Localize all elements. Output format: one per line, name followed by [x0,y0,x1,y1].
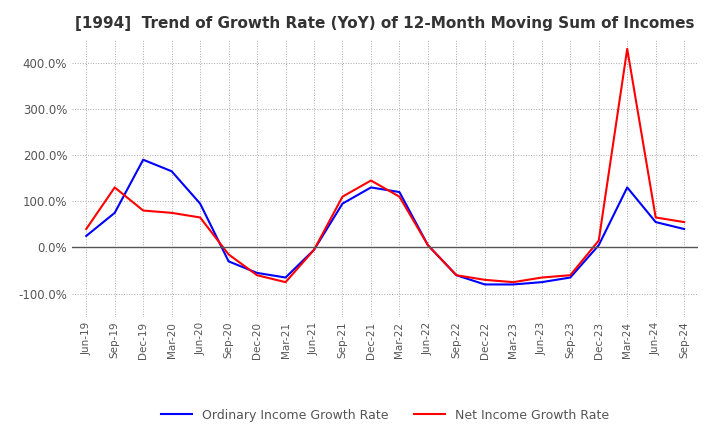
Ordinary Income Growth Rate [139,157,148,162]
Net Income Growth Rate [452,272,461,278]
Ordinary Income Growth Rate [82,233,91,238]
Ordinary Income Growth Rate [395,189,404,194]
Net Income Growth Rate [566,272,575,278]
Net Income Growth Rate [480,277,489,282]
Ordinary Income Growth Rate [452,272,461,278]
Net Income Growth Rate [680,220,688,225]
Ordinary Income Growth Rate [225,259,233,264]
Net Income Growth Rate [167,210,176,216]
Net Income Growth Rate [253,272,261,278]
Ordinary Income Growth Rate [566,275,575,280]
Net Income Growth Rate [139,208,148,213]
Net Income Growth Rate [423,242,432,248]
Ordinary Income Growth Rate [423,242,432,248]
Title: [1994]  Trend of Growth Rate (YoY) of 12-Month Moving Sum of Incomes: [1994] Trend of Growth Rate (YoY) of 12-… [76,16,695,32]
Net Income Growth Rate [623,46,631,51]
Net Income Growth Rate [537,275,546,280]
Net Income Growth Rate [509,279,518,285]
Net Income Growth Rate [366,178,375,183]
Ordinary Income Growth Rate [366,185,375,190]
Ordinary Income Growth Rate [509,282,518,287]
Ordinary Income Growth Rate [338,201,347,206]
Line: Net Income Growth Rate: Net Income Growth Rate [86,49,684,282]
Ordinary Income Growth Rate [680,226,688,231]
Net Income Growth Rate [110,185,119,190]
Ordinary Income Growth Rate [480,282,489,287]
Ordinary Income Growth Rate [110,210,119,216]
Ordinary Income Growth Rate [310,247,318,253]
Ordinary Income Growth Rate [595,242,603,248]
Net Income Growth Rate [196,215,204,220]
Net Income Growth Rate [82,226,91,231]
Net Income Growth Rate [395,194,404,199]
Ordinary Income Growth Rate [537,279,546,285]
Ordinary Income Growth Rate [282,275,290,280]
Net Income Growth Rate [652,215,660,220]
Net Income Growth Rate [282,279,290,285]
Net Income Growth Rate [225,252,233,257]
Net Income Growth Rate [338,194,347,199]
Ordinary Income Growth Rate [253,270,261,275]
Ordinary Income Growth Rate [652,220,660,225]
Ordinary Income Growth Rate [623,185,631,190]
Net Income Growth Rate [595,238,603,243]
Ordinary Income Growth Rate [196,201,204,206]
Net Income Growth Rate [310,247,318,253]
Ordinary Income Growth Rate [167,169,176,174]
Legend: Ordinary Income Growth Rate, Net Income Growth Rate: Ordinary Income Growth Rate, Net Income … [156,404,614,427]
Line: Ordinary Income Growth Rate: Ordinary Income Growth Rate [86,160,684,284]
